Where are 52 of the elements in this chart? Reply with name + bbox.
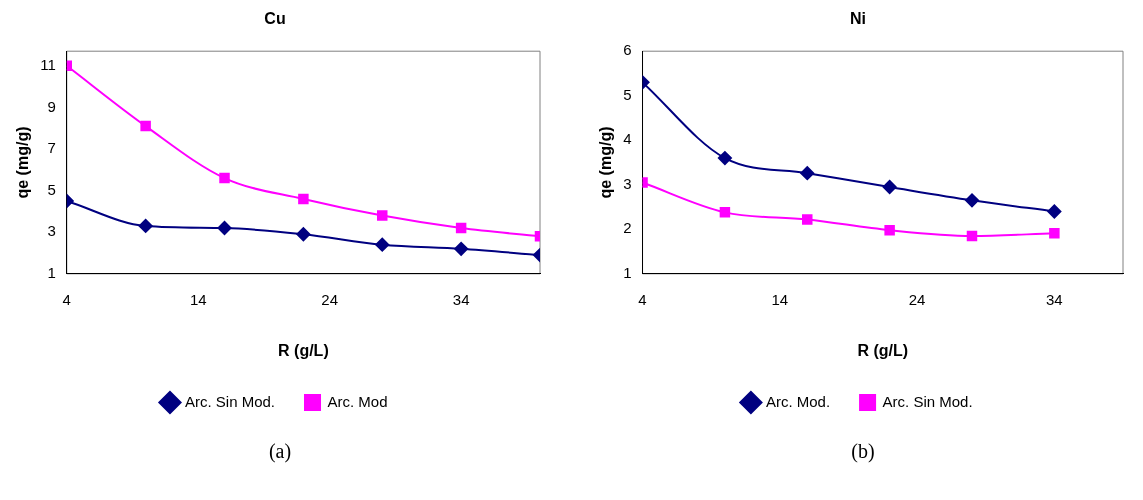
- x-tick-label: 24: [321, 290, 339, 308]
- point: [296, 227, 311, 242]
- x-axis-title: R (g/L): [278, 341, 329, 359]
- point: [966, 230, 978, 242]
- point: [217, 221, 232, 236]
- x-tick-label: 34: [452, 290, 470, 308]
- y-tick-label: 4: [623, 130, 632, 148]
- y-axis-title: qe (mg/g): [597, 126, 615, 199]
- point: [298, 193, 309, 205]
- y-tick-label: 3: [623, 174, 632, 192]
- y-tick-label: 11: [40, 55, 56, 73]
- point: [802, 214, 813, 225]
- y-tick-label: 5: [47, 180, 56, 198]
- x-tick-label: 14: [189, 290, 207, 308]
- point: [1049, 228, 1060, 239]
- point: [375, 237, 390, 252]
- point: [1047, 204, 1062, 219]
- legend-label: Arc. Mod: [327, 392, 388, 410]
- point: [719, 207, 731, 218]
- text: (a): [267, 440, 293, 463]
- legend-label: Arc. Sin Mod.: [882, 392, 973, 410]
- chart-title: Ni: [850, 10, 866, 28]
- point: [965, 193, 979, 208]
- point: [882, 179, 897, 194]
- y-tick-label: 1: [623, 263, 632, 281]
- y-tick-label: 1: [47, 263, 56, 281]
- text: (b): [850, 440, 876, 463]
- x-tick-label: 4: [62, 290, 71, 308]
- legend-label: Arc. Mod.: [765, 392, 831, 410]
- point: [454, 241, 469, 256]
- y-tick-label: 7: [47, 139, 56, 157]
- point: [884, 224, 895, 236]
- y-tick-label: 9: [47, 97, 56, 115]
- x-tick-label: 14: [771, 290, 789, 308]
- x-axis-title: R (g/L): [857, 341, 909, 359]
- point: [455, 222, 467, 234]
- point: [138, 218, 153, 233]
- y-tick-label: 3: [47, 222, 56, 240]
- x-tick-label: 4: [638, 290, 647, 308]
- y-axis-title: qe (mg/g): [14, 126, 32, 199]
- y-tick-label: 2: [623, 219, 632, 237]
- legend-label: Arc. Sin Mod.: [184, 392, 276, 410]
- point: [717, 151, 732, 166]
- x-tick-label: 34: [1046, 290, 1063, 308]
- y-tick-label: 6: [623, 41, 632, 59]
- y-tick-label: 5: [623, 85, 632, 103]
- point: [377, 210, 388, 221]
- x-tick-label: 24: [908, 290, 926, 308]
- point: [140, 120, 151, 132]
- point: [800, 166, 815, 181]
- chart-title: Cu: [264, 10, 286, 28]
- point: [219, 172, 230, 184]
